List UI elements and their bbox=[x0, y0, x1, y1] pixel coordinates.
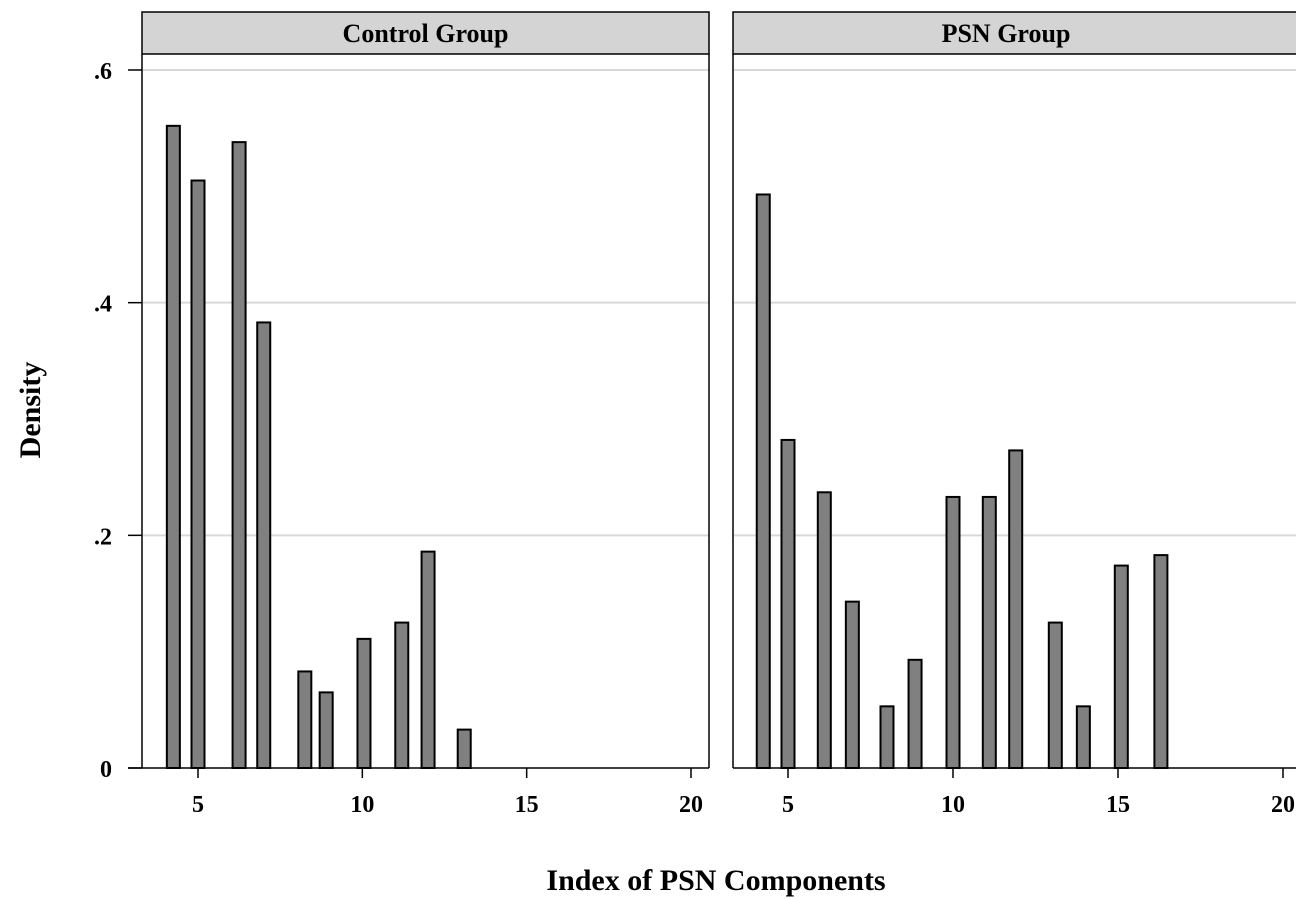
bar bbox=[456, 728, 472, 769]
strip-title-control: Control Group bbox=[343, 19, 509, 48]
bar bbox=[1047, 621, 1063, 769]
x-tick-label: 10 bbox=[350, 792, 374, 818]
bar bbox=[879, 705, 895, 769]
panel-control: Control Group 5 10 15 20 bbox=[128, 11, 710, 818]
x-ticks-psn: 5 10 15 20 bbox=[782, 768, 1295, 818]
panel-psn: PSN Group 5 10 15 20 bbox=[732, 11, 1296, 818]
bar bbox=[1153, 554, 1169, 769]
gridlines-control bbox=[143, 69, 709, 537]
x-tick-label: 5 bbox=[192, 792, 204, 818]
bar bbox=[420, 550, 436, 769]
x-tick-label: 15 bbox=[515, 792, 539, 818]
x-axis-title: Index of PSN Components bbox=[546, 864, 885, 897]
bars-control bbox=[165, 124, 472, 770]
bar bbox=[816, 491, 832, 769]
x-ticks-control: 5 10 15 20 bbox=[192, 768, 703, 818]
bars-psn bbox=[755, 193, 1169, 770]
bar bbox=[945, 495, 961, 769]
bar bbox=[1075, 705, 1091, 769]
strip-header-psn bbox=[732, 11, 1296, 55]
bar bbox=[780, 438, 796, 769]
bar bbox=[394, 621, 410, 769]
bar bbox=[356, 637, 372, 769]
y-tick-label: .2 bbox=[94, 524, 112, 550]
bar bbox=[165, 124, 181, 769]
x-tick-label: 20 bbox=[679, 792, 703, 818]
bar bbox=[844, 600, 860, 769]
y-axis-ticks: 0 .2 .4 .6 bbox=[94, 59, 142, 783]
bar bbox=[190, 179, 206, 769]
bar bbox=[1008, 449, 1024, 769]
bar bbox=[1113, 564, 1129, 770]
bar bbox=[318, 691, 334, 770]
x-tick-label: 20 bbox=[1271, 792, 1295, 818]
y-tick-label: .4 bbox=[94, 292, 112, 318]
x-tick-label: 10 bbox=[941, 792, 965, 818]
strip-header-control bbox=[141, 11, 710, 55]
x-tick-label: 5 bbox=[782, 792, 794, 818]
x-tick-label: 15 bbox=[1106, 792, 1130, 818]
bar bbox=[907, 658, 923, 769]
y-axis-title: Density bbox=[14, 362, 47, 459]
bar bbox=[256, 321, 272, 769]
strip-title-psn: PSN Group bbox=[942, 19, 1071, 48]
bar bbox=[297, 670, 313, 770]
bar bbox=[981, 495, 997, 769]
bar bbox=[231, 141, 247, 770]
y-tick-label: .6 bbox=[94, 59, 112, 85]
y-tick-label: 0 bbox=[100, 757, 112, 783]
bar bbox=[755, 193, 771, 769]
